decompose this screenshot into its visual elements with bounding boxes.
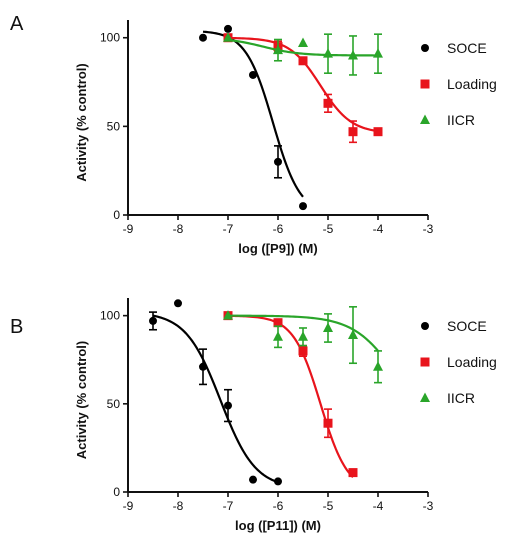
data-point <box>298 346 308 356</box>
y-tick-label: 50 <box>107 397 121 411</box>
y-tick-label: 100 <box>100 309 120 323</box>
data-point <box>373 48 383 58</box>
data-point <box>373 127 383 137</box>
legend-entry-soce: SOCE <box>421 318 487 334</box>
legend-marker <box>420 392 430 402</box>
data-point <box>273 318 283 328</box>
panel-b: B -9 -8 -7 -6 -5 -4 -3 0 50 100 log ([P11]) (M) Acti… <box>10 298 497 533</box>
x-tick-label: -8 <box>173 222 184 236</box>
series-iicr <box>223 306 383 384</box>
data-point <box>348 49 358 60</box>
data-point <box>323 48 333 58</box>
legend-label: SOCE <box>447 40 487 56</box>
legend-marker <box>420 357 430 367</box>
x-tick-label: -3 <box>423 499 434 513</box>
data-point <box>274 477 282 486</box>
x-tick-label: -4 <box>373 222 384 236</box>
x-tick-label: -7 <box>223 222 234 236</box>
data-point <box>224 24 232 33</box>
legend-entry-iicr: IICR <box>420 390 475 406</box>
x-tick-label: -4 <box>373 499 384 513</box>
panel-label: B <box>10 316 23 338</box>
data-point <box>273 44 283 55</box>
data-point <box>348 329 358 340</box>
data-point <box>199 362 207 371</box>
y-tick-label: 100 <box>100 31 120 45</box>
y-axis-title: Activity (% control) <box>74 341 89 459</box>
x-tick-label: -5 <box>323 222 334 236</box>
fit-curve <box>152 314 279 484</box>
panel-label: A <box>10 13 24 35</box>
data-point <box>323 322 333 332</box>
legend-entry-soce: SOCE <box>421 40 487 56</box>
series-soce <box>199 24 307 211</box>
legend-marker <box>420 79 430 89</box>
y-axis-title: Activity (% control) <box>74 63 89 181</box>
fit-curve <box>202 30 304 198</box>
data-point <box>149 316 157 325</box>
data-point <box>298 56 308 66</box>
legend-entry-loading: Loading <box>420 76 497 92</box>
legend-marker <box>421 44 429 52</box>
x-tick-label: -5 <box>323 499 334 513</box>
data-point <box>323 98 333 108</box>
legend-label: Loading <box>447 354 497 370</box>
y-tick-label: 50 <box>107 119 121 133</box>
x-axis-title: log ([P9]) (M) <box>238 241 317 256</box>
legend-entry-loading: Loading <box>420 354 497 370</box>
data-point <box>299 202 307 211</box>
series-soce <box>149 299 282 486</box>
data-point <box>323 418 333 428</box>
x-tick-label: -8 <box>173 499 184 513</box>
legend-marker <box>420 114 430 124</box>
y-tick-label: 0 <box>113 485 120 499</box>
x-tick-label: -7 <box>223 499 234 513</box>
x-tick-label: -3 <box>423 222 434 236</box>
data-point <box>298 37 308 48</box>
data-point <box>273 331 283 341</box>
x-tick-label: -9 <box>123 222 134 236</box>
panel-a: A -9 -8 -7 -6 -5 -4 -3 0 50 100 log ([P9]) (M) Activ… <box>10 13 497 256</box>
series-iicr <box>223 32 383 76</box>
fit-curve <box>227 314 354 479</box>
series-loading <box>223 33 383 144</box>
data-point <box>249 70 257 79</box>
data-point <box>174 299 182 308</box>
data-point <box>224 401 232 410</box>
data-point <box>274 157 282 166</box>
legend-label: IICR <box>447 390 475 406</box>
x-tick-label: -6 <box>273 499 284 513</box>
x-tick-label: -6 <box>273 222 284 236</box>
data-point <box>348 468 358 478</box>
data-point <box>298 331 308 341</box>
fit-curve <box>227 36 379 133</box>
data-point <box>199 33 207 42</box>
legend-label: Loading <box>447 76 497 92</box>
data-point <box>223 310 233 320</box>
y-tick-label: 0 <box>113 208 120 222</box>
legend-marker <box>421 322 429 330</box>
data-point <box>249 475 257 484</box>
data-point <box>373 361 383 371</box>
x-tick-label: -9 <box>123 499 134 513</box>
x-axis-title: log ([P11]) (M) <box>235 518 321 533</box>
legend-entry-iicr: IICR <box>420 112 475 128</box>
legend-label: IICR <box>447 112 475 128</box>
data-point <box>348 127 358 137</box>
data-point <box>223 32 233 42</box>
legend-label: SOCE <box>447 318 487 334</box>
